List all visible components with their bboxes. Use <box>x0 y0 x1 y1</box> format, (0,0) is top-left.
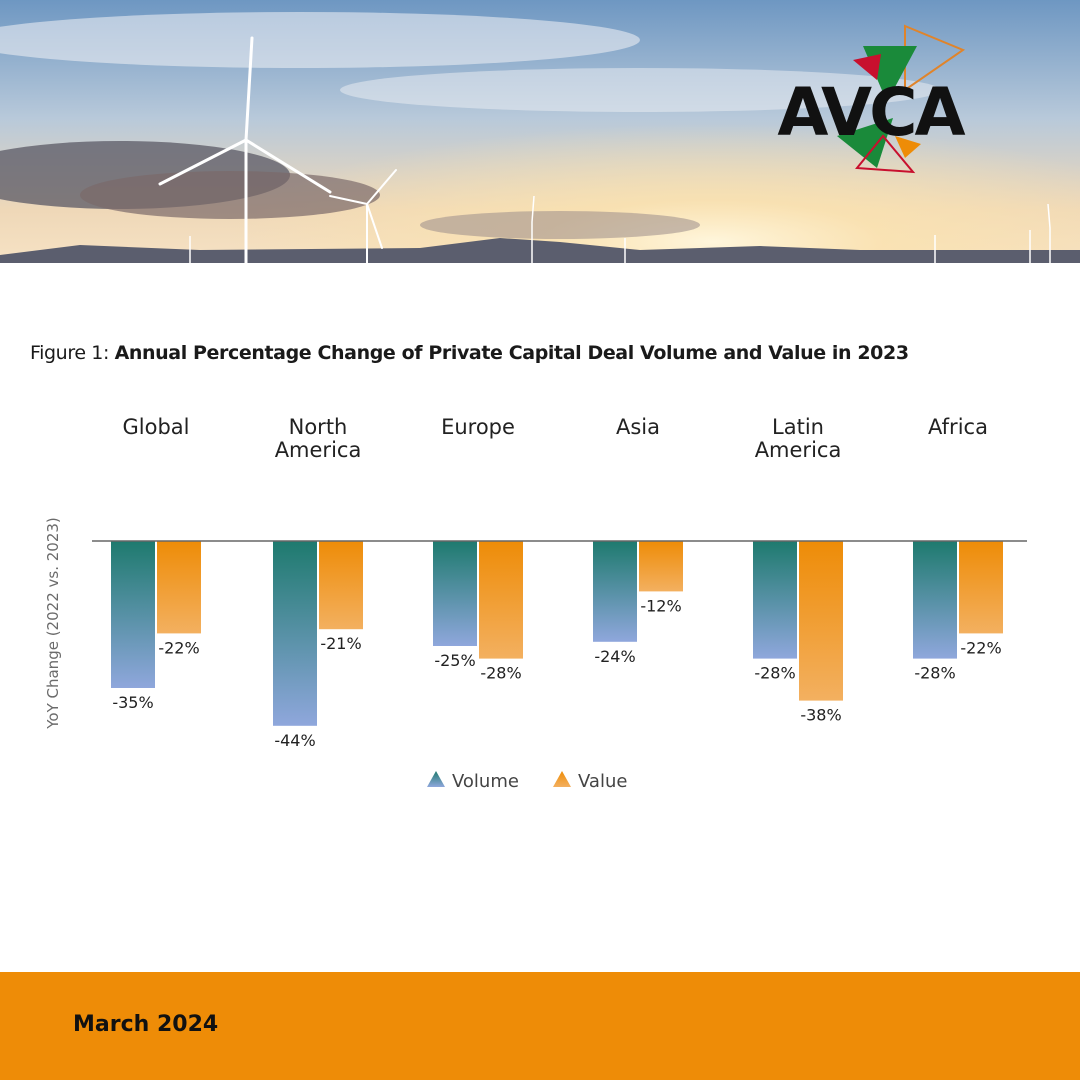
footer-bar: March 2024 <box>0 972 1080 1080</box>
bar-volume <box>753 541 797 659</box>
legend-value-icon <box>553 771 571 787</box>
data-label-value: -38% <box>800 706 841 725</box>
category-label-line: North <box>289 415 348 439</box>
category-label-line: America <box>755 438 842 462</box>
data-label-volume: -35% <box>112 693 153 712</box>
category-label: Africa <box>928 415 988 439</box>
hero-banner: AVCA <box>0 0 1080 263</box>
data-label-volume: -28% <box>914 664 955 683</box>
legend-value-label: Value <box>578 771 627 792</box>
data-label-volume: -44% <box>274 731 315 750</box>
legend-volume-label: Volume <box>452 771 519 792</box>
category-label-line: Global <box>123 415 190 439</box>
category-label-line: America <box>275 438 362 462</box>
category-label-line: Africa <box>928 415 988 439</box>
data-label-value: -22% <box>960 638 1001 657</box>
logo-mark-icon <box>837 24 966 174</box>
footer-date: March 2024 <box>73 1012 219 1037</box>
bar-volume <box>593 541 637 642</box>
bar-value <box>479 541 523 659</box>
bar-value <box>639 541 683 592</box>
bar-value <box>157 541 201 634</box>
y-axis-label: YoY Change (2022 vs. 2023) <box>44 517 62 730</box>
bar-volume <box>273 541 317 726</box>
category-label: North America <box>275 415 362 462</box>
legend-volume-icon <box>427 771 445 787</box>
data-label-value: -12% <box>640 596 681 615</box>
category-label-line: Europe <box>441 415 515 439</box>
category-label-line: Latin <box>772 415 824 439</box>
wind-farm-sunset-image <box>0 0 1080 263</box>
bar-value <box>319 541 363 630</box>
chart-title-text: Annual Percentage Change of Private Capi… <box>114 342 909 364</box>
bar-volume <box>111 541 155 688</box>
category-label: Latin America <box>755 415 842 462</box>
chart-title-prefix: Figure 1: <box>30 342 115 364</box>
bar-volume <box>433 541 477 646</box>
logo-text: AVCA <box>777 74 965 151</box>
data-label-value: -22% <box>158 638 199 657</box>
data-label-volume: -25% <box>434 651 475 670</box>
data-label-value: -21% <box>320 634 361 653</box>
category-label: Global <box>123 415 190 439</box>
data-label-value: -28% <box>480 664 521 683</box>
bar-volume <box>913 541 957 659</box>
data-label-volume: -28% <box>754 664 795 683</box>
bar-chart: YoY Change (2022 vs. 2023)Global North Ame… <box>44 415 1027 792</box>
avca-logo: AVCA <box>765 18 975 183</box>
category-label: Asia <box>616 415 660 439</box>
chart-title: Figure 1: Annual Percentage Change of Pr… <box>30 342 909 364</box>
category-label: Europe <box>441 415 515 439</box>
bar-value <box>959 541 1003 634</box>
category-label-line: Asia <box>616 415 660 439</box>
data-label-volume: -24% <box>594 647 635 666</box>
bar-value <box>799 541 843 701</box>
